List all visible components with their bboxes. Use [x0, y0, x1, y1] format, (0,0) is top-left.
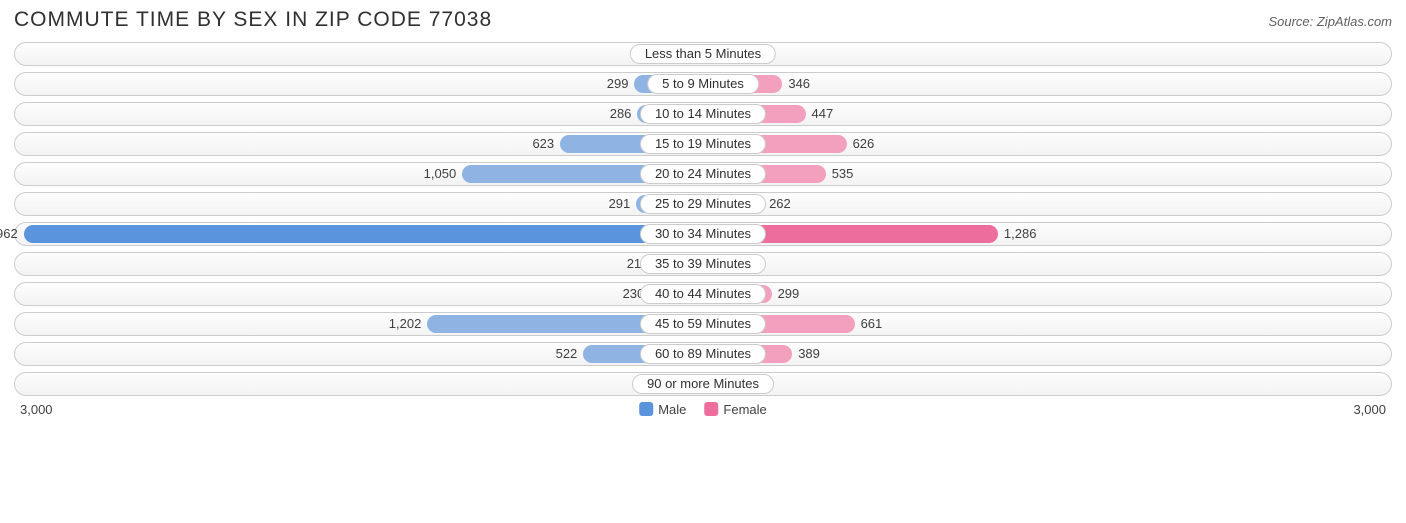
category-pill: 30 to 34 Minutes — [640, 224, 766, 244]
male-bar — [24, 225, 703, 243]
bar-row: 2127035 to 39 Minutes — [14, 252, 1392, 276]
female-value: 389 — [798, 343, 820, 365]
category-pill: 90 or more Minutes — [632, 374, 774, 394]
chart-source: Source: ZipAtlas.com — [1268, 14, 1392, 29]
bar-row: 23029940 to 44 Minutes — [14, 282, 1392, 306]
bar-row: 623 626 15 to 19 Minutes — [14, 132, 1392, 156]
chart-title: COMMUTE TIME BY SEX IN ZIP CODE 77038 — [14, 8, 492, 32]
bar-row: 1,202 661 45 to 59 Minutes — [14, 312, 1392, 336]
category-pill: 10 to 14 Minutes — [640, 104, 766, 124]
bar-row: 614890 or more Minutes — [14, 372, 1392, 396]
female-value: 447 — [812, 103, 834, 125]
male-swatch-icon — [639, 402, 653, 416]
bar-row: 286 447 10 to 14 Minutes — [14, 102, 1392, 126]
category-pill: 5 to 9 Minutes — [647, 74, 759, 94]
bar-row: 2,9621,28630 to 34 Minutes — [14, 222, 1392, 246]
male-value: 522 — [556, 343, 578, 365]
legend: Male Female — [639, 402, 767, 417]
chart-footer: 3,000 Male Female 3,000 — [14, 402, 1392, 420]
bar-row: 522 389 60 to 89 Minutes — [14, 342, 1392, 366]
bar-row: 1,050 535 20 to 24 Minutes — [14, 162, 1392, 186]
female-value: 626 — [853, 133, 875, 155]
category-pill: 35 to 39 Minutes — [640, 254, 766, 274]
male-value: 299 — [607, 73, 629, 95]
female-value: 299 — [778, 283, 800, 305]
legend-female-label: Female — [723, 402, 766, 417]
category-pill: 40 to 44 Minutes — [640, 284, 766, 304]
bar-row: 168Less than 5 Minutes — [14, 42, 1392, 66]
chart-header: COMMUTE TIME BY SEX IN ZIP CODE 77038 So… — [14, 8, 1392, 32]
legend-male-label: Male — [658, 402, 686, 417]
bar-row: 299 346 5 to 9 Minutes — [14, 72, 1392, 96]
legend-female: Female — [704, 402, 766, 417]
female-swatch-icon — [704, 402, 718, 416]
legend-male: Male — [639, 402, 686, 417]
category-pill: Less than 5 Minutes — [630, 44, 776, 64]
female-value: 661 — [861, 313, 883, 335]
category-pill: 20 to 24 Minutes — [640, 164, 766, 184]
male-value: 1,202 — [389, 313, 422, 335]
category-pill: 60 to 89 Minutes — [640, 344, 766, 364]
axis-max-left: 3,000 — [20, 402, 53, 417]
category-pill: 25 to 29 Minutes — [640, 194, 766, 214]
chart-rows: 168Less than 5 Minutes 299 346 5 to 9 Minut… — [14, 42, 1392, 396]
male-value: 1,050 — [424, 163, 457, 185]
female-value: 346 — [788, 73, 810, 95]
male-value: 623 — [532, 133, 554, 155]
female-value: 1,286 — [1004, 223, 1037, 245]
female-value: 262 — [769, 193, 791, 215]
female-value: 535 — [832, 163, 854, 185]
axis-max-right: 3,000 — [1353, 402, 1386, 417]
bar-row: 291 26225 to 29 Minutes — [14, 192, 1392, 216]
male-value: 2,962 — [0, 223, 18, 245]
male-value: 291 — [609, 193, 631, 215]
male-value: 286 — [610, 103, 632, 125]
category-pill: 15 to 19 Minutes — [640, 134, 766, 154]
category-pill: 45 to 59 Minutes — [640, 314, 766, 334]
